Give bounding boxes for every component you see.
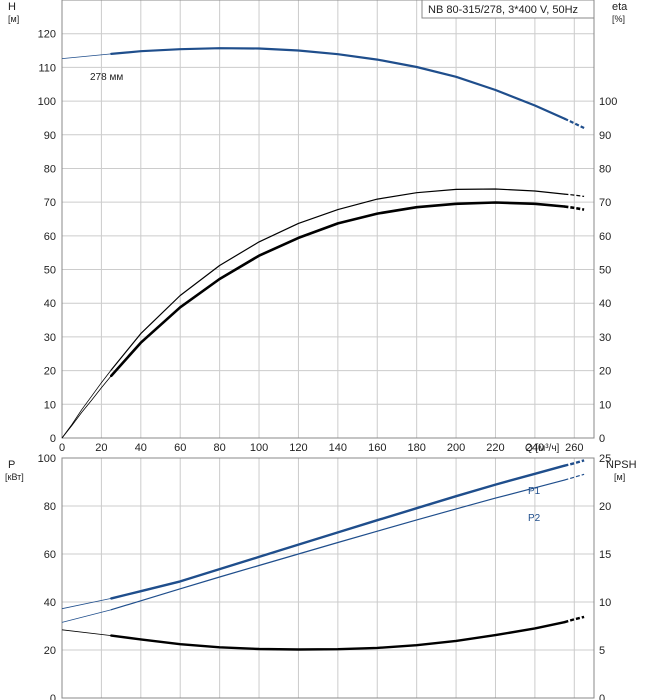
series-P2-extension [61, 609, 112, 623]
y-tick-label: 20 [44, 645, 56, 657]
y2-tick-label: 20 [599, 366, 611, 378]
y2-tick-label: 0 [599, 693, 605, 700]
bottom-right-axis: 0 5 10 15 20 25 [599, 453, 611, 700]
y-tick-label: 70 [44, 197, 56, 209]
top-left-axis: 0 10 20 30 40 50 60 70 80 90 100 110 120 [38, 29, 56, 445]
y2-tick-label: 15 [599, 549, 611, 561]
x-tick-label: 40 [135, 442, 147, 454]
npsh-axis-title: NPSH [606, 459, 637, 471]
y2-tick-label: 0 [599, 433, 605, 445]
top-frame [61, 0, 595, 439]
right-axis-title: eta [612, 1, 628, 13]
top-right-axis: 0 10 20 30 40 50 60 70 80 90 100 [599, 96, 617, 445]
series-P1-extension [61, 598, 112, 610]
y2-tick-label: 60 [599, 231, 611, 243]
series-P2-line [110, 479, 565, 611]
power-axis-title: P [8, 459, 15, 471]
x-tick-label: 220 [486, 442, 504, 454]
y2-tick-label: 70 [599, 197, 611, 209]
y-tick-label: 120 [38, 29, 56, 41]
p2-label: P2 [528, 513, 541, 524]
series-H-dashed-end [563, 117, 585, 129]
model-label-box [421, 0, 595, 19]
series-eta_thin-line [110, 188, 565, 371]
x-tick-label: 260 [565, 442, 583, 454]
bottom-left-axis: 0 20 40 60 80 100 [38, 453, 56, 700]
y-tick-label: 60 [44, 549, 56, 561]
series-H-line [110, 47, 566, 120]
x-tick-label: 140 [329, 442, 347, 454]
series-H-extension [61, 53, 112, 59]
y-tick-label: 50 [44, 265, 56, 277]
y-tick-label: 40 [44, 597, 56, 609]
bottom-series [61, 459, 585, 651]
y-tick-label: 10 [44, 399, 56, 411]
y2-tick-label: 25 [599, 453, 611, 465]
series-eta_thin-dashed-end [564, 193, 585, 197]
y2-tick-label: 5 [599, 645, 605, 657]
bottom-grid [61, 457, 594, 699]
x-axis-ticks: 0 20 40 60 80 100 120 140 160 180 200 220 240 260 [59, 442, 584, 454]
npsh-axis-unit: [м] [614, 472, 625, 482]
left-axis-unit: [м] [8, 14, 19, 24]
y2-tick-label: 10 [599, 399, 611, 411]
y-tick-label: 0 [50, 693, 56, 700]
top-grid [61, 0, 594, 439]
y2-tick-label: 90 [599, 130, 611, 142]
p1-label: P1 [528, 486, 541, 497]
right-axis-unit: [%] [612, 14, 625, 24]
y-tick-label: 40 [44, 298, 56, 310]
series-eta_thick-dashed-end [564, 205, 585, 211]
x-tick-label: 60 [174, 442, 186, 454]
series-P1-dashed-end [564, 459, 585, 467]
top-series [61, 47, 585, 439]
series-NPSH-extension [61, 629, 112, 636]
x-tick-label: 100 [250, 442, 268, 454]
x-tick-label: 20 [95, 442, 107, 454]
y2-tick-label: 50 [599, 265, 611, 277]
x-tick-label: 240 [526, 442, 544, 454]
y-tick-label: 0 [50, 433, 56, 445]
y-tick-label: 80 [44, 501, 56, 513]
y2-tick-label: 100 [599, 96, 617, 108]
y2-tick-label: 10 [599, 597, 611, 609]
y2-tick-label: 80 [599, 163, 611, 175]
series-NPSH-dashed-end [564, 615, 585, 624]
y-tick-label: 60 [44, 231, 56, 243]
x-tick-label: 180 [407, 442, 425, 454]
left-axis-title: H [8, 1, 16, 13]
series-P1-line [110, 464, 566, 600]
y-tick-label: 30 [44, 332, 56, 344]
series-eta_thin-extension [61, 369, 112, 439]
curve-diameter-label: 278 мм [90, 72, 123, 83]
y-tick-label: 100 [38, 453, 56, 465]
y-tick-label: 110 [38, 62, 56, 74]
x-tick-label: 200 [447, 442, 465, 454]
model-label: NB 80-315/278, 3*400 V, 50Hz [428, 4, 578, 16]
y2-tick-label: 20 [599, 501, 611, 513]
series-eta_thick-line [110, 201, 566, 377]
y2-tick-label: 30 [599, 332, 611, 344]
x-tick-label: 80 [214, 442, 226, 454]
y-tick-label: 20 [44, 366, 56, 378]
x-tick-label: 160 [368, 442, 386, 454]
x-axis-label: Q [м³/ч] [525, 443, 560, 454]
x-tick-label: 120 [289, 442, 307, 454]
series-P2-dashed-end [564, 473, 585, 481]
x-tick-label: 0 [59, 442, 65, 454]
y2-tick-label: 40 [599, 298, 611, 310]
y-tick-label: 80 [44, 163, 56, 175]
y-tick-label: 90 [44, 130, 56, 142]
power-axis-unit: [кВт] [5, 472, 24, 482]
series-eta_thick-extension [61, 375, 112, 439]
y-tick-label: 100 [38, 96, 56, 108]
series-NPSH-line [110, 621, 566, 651]
bottom-frame [61, 457, 595, 699]
